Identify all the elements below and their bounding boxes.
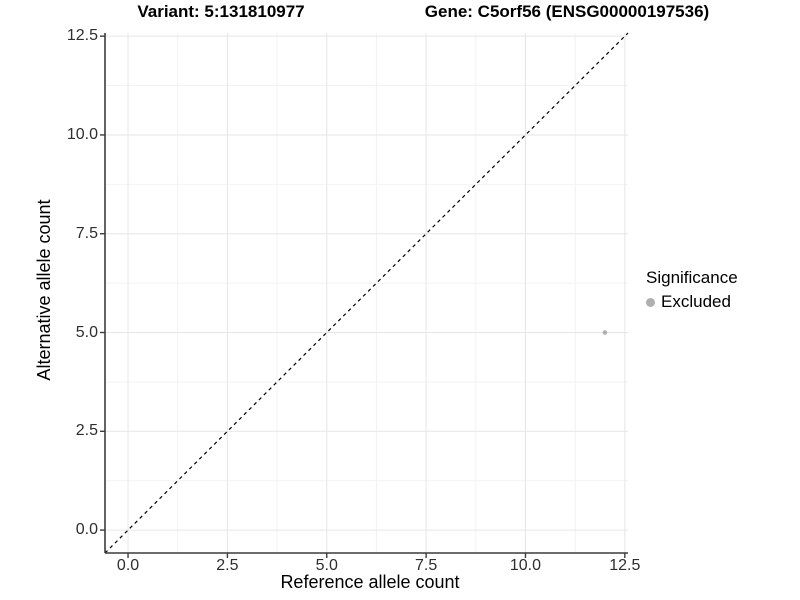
minor-gridlines	[105, 33, 628, 553]
y-tick-label: 0.0	[75, 521, 98, 539]
x-tick-label: 12.5	[609, 557, 641, 574]
legend-title: Significance	[646, 268, 738, 287]
legend: Significance Excluded	[646, 268, 738, 312]
legend-item-excluded: Excluded	[646, 292, 738, 312]
legend-item-label: Excluded	[661, 292, 731, 311]
axis-lines	[104, 33, 628, 554]
identity-reference-line	[104, 32, 629, 554]
x-tick-label: 7.5	[414, 557, 438, 574]
plot-title-gene: Gene: C5orf56 (ENSG00000197536)	[424, 2, 710, 21]
axis-tick-marks	[100, 35, 626, 558]
y-tick-label: 2.5	[75, 422, 98, 440]
x-tick-label: 0.0	[116, 557, 140, 574]
plot-title-variant: Variant: 5:131810977	[137, 2, 305, 21]
circle-marker-icon	[646, 297, 655, 307]
identity-line	[104, 32, 629, 554]
major-gridlines	[105, 33, 628, 553]
y-axis-title: Alternative allele count	[34, 199, 54, 381]
x-tick-label: 5.0	[315, 557, 338, 574]
data-point	[602, 330, 608, 335]
x-axis-title: Reference allele count	[280, 572, 460, 592]
y-tick-label: 12.5	[66, 27, 98, 45]
data-points	[602, 330, 608, 335]
y-tick-label: 7.5	[75, 224, 98, 242]
y-tick-label: 10.0	[66, 125, 98, 143]
x-tick-label: 2.5	[216, 557, 239, 574]
y-tick-label: 5.0	[75, 323, 98, 341]
x-tick-label: 10.0	[509, 557, 542, 574]
